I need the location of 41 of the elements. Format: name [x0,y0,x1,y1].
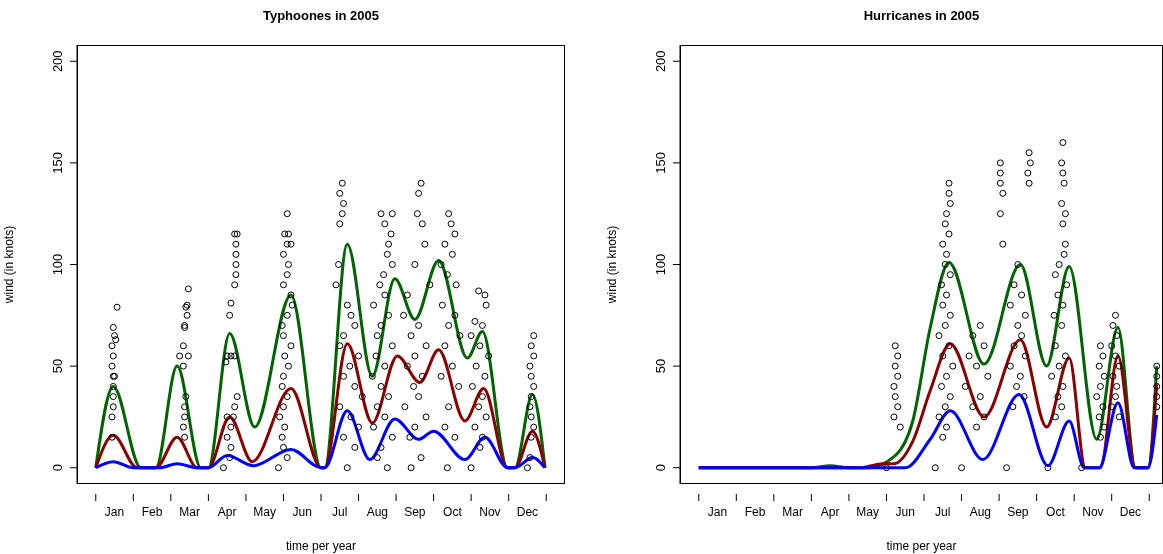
y-tick-label: 150 [653,152,668,174]
x-tick-label: Mar [179,505,200,519]
x-axis-title: time per year [285,539,357,553]
x-tick-label: Apr [217,505,237,519]
x-tick-label: Jan [104,505,125,519]
y-tick-label: 50 [50,358,65,374]
y-tick-label: 150 [50,152,65,174]
x-tick-label: Jul [332,505,348,519]
x-tick-label: Nov [479,505,501,519]
x-tick-label: Dec [516,505,539,519]
x-tick-label: Feb [141,505,163,519]
x-tick-label: May [253,505,277,519]
x-tick-label: Oct [443,505,463,519]
x-tick-label: Sep [404,505,426,519]
chart-title: Typhoones in 2005 [261,8,381,23]
y-axis-title: wind (in knots) [605,225,620,305]
x-tick-label: Nov [1082,505,1104,519]
y-tick-label: 100 [50,253,65,276]
x-tick-label: Jan [707,505,728,519]
y-tick-label: 0 [50,464,65,472]
chart-title: Hurricanes in 2005 [862,8,981,23]
x-tick-label: May [856,505,880,519]
x-tick-label: Oct [1046,505,1066,519]
x-tick-label: Aug [969,505,991,519]
y-axis-title: wind (in knots) [2,225,17,305]
y-tick-label: 50 [653,358,668,374]
y-tick-label: 200 [50,50,65,73]
x-tick-label: Jul [935,505,951,519]
y-tick-label: 0 [653,464,668,472]
x-tick-label: Jun [292,505,312,519]
line-series [94,242,547,470]
x-tick-label: Dec [1119,505,1142,519]
x-tick-label: Aug [366,505,388,519]
x-tick-label: Jun [895,505,915,519]
x-axis-title: time per year [886,539,957,553]
y-tick-label: 200 [653,50,668,73]
x-tick-label: Mar [782,505,803,519]
x-tick-label: Feb [744,505,766,519]
y-tick-label: 100 [653,253,668,276]
x-tick-label: Sep [1007,505,1029,519]
x-tick-label: Apr [820,505,840,519]
